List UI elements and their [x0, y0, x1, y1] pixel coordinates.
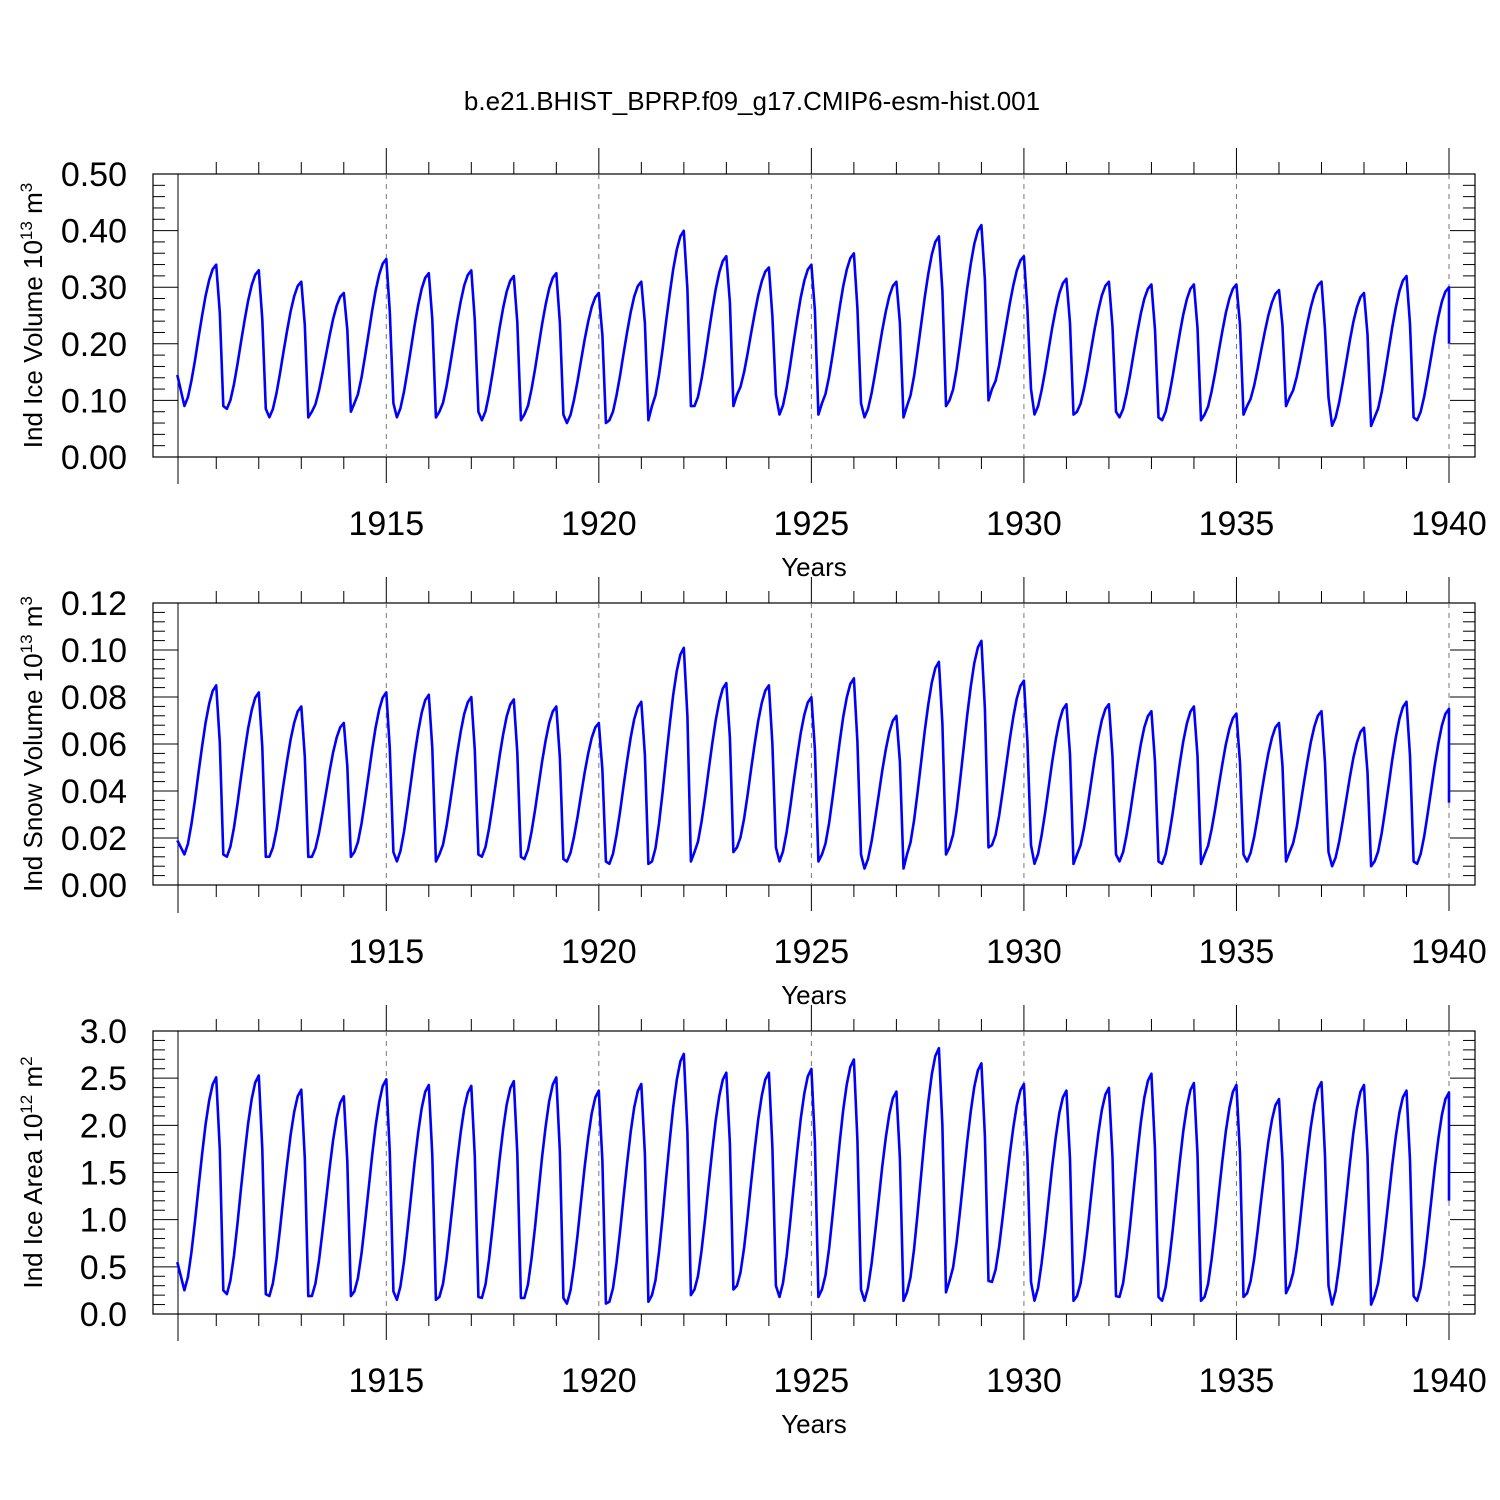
x-tick-label: 1930 — [986, 1362, 1062, 1400]
y-tick-label: 0.12 — [61, 585, 127, 623]
y-tick-label: 0.00 — [61, 867, 127, 905]
x-axis-label: Years — [781, 552, 847, 582]
y-tick-label: 0.40 — [61, 213, 127, 251]
series-line — [176, 1046, 1451, 1306]
x-tick-label: 1935 — [1199, 933, 1275, 971]
y-axis-label: Ind Snow Volume 1013 m3 — [17, 596, 48, 892]
chart-title: b.e21.BHIST_BPRP.f09_g17.CMIP6-esm-hist.… — [464, 86, 1040, 116]
x-tick-label: 1930 — [986, 933, 1062, 971]
x-axis-label: Years — [781, 1409, 847, 1439]
y-tick-label: 3.0 — [80, 1013, 127, 1051]
y-axis-label: Ind Ice Area 1012 m2 — [17, 1056, 48, 1288]
y-tick-label: 0.20 — [61, 326, 127, 364]
x-tick-label: 1920 — [561, 933, 637, 971]
y-tick-label: 0.02 — [61, 820, 127, 858]
y-tick-label: 0.30 — [61, 269, 127, 307]
plot-frame — [152, 173, 1476, 458]
x-axis-label: Years — [781, 980, 847, 1010]
x-tick-label: 1935 — [1199, 1362, 1275, 1400]
y-tick-label: 0.06 — [61, 726, 127, 764]
series-line — [176, 639, 1451, 870]
chart-panel-3: 1915 1920 1925 1930 1935 1940 Years 0.0 0.5 1.0 1.… — [17, 1005, 1487, 1439]
x-tick-label: 1915 — [348, 1362, 424, 1400]
y-tick-label: 2.0 — [80, 1107, 127, 1145]
y-tick-label: 1.5 — [80, 1155, 127, 1193]
x-tick-label: 1920 — [561, 505, 637, 543]
y-tick-label: 1.0 — [80, 1202, 127, 1240]
y-tick-label: 2.5 — [80, 1060, 127, 1098]
x-tick-label: 1940 — [1411, 505, 1487, 543]
chart-panel-2: 1915 1920 1925 1930 1935 1940 Years 0.00 0.02 0.0… — [17, 577, 1487, 1010]
y-tick-label: 0.00 — [61, 439, 127, 477]
x-tick-label: 1925 — [774, 1362, 850, 1400]
y-axis-label: Ind Ice Volume 1013 m3 — [17, 183, 48, 448]
chart-panel-1: 1915 1920 1925 1930 1935 1940 Years 0.00 0.10 0.2… — [17, 148, 1487, 582]
y-tick-label: 0.04 — [61, 773, 127, 811]
y-tick-label: 0.50 — [61, 156, 127, 194]
x-tick-label: 1915 — [348, 933, 424, 971]
x-tick-label: 1925 — [774, 505, 850, 543]
x-tick-label: 1940 — [1411, 933, 1487, 971]
series-line — [176, 223, 1451, 428]
y-tick-label: 0.10 — [61, 632, 127, 670]
x-tick-label: 1925 — [774, 933, 850, 971]
x-tick-label: 1920 — [561, 1362, 637, 1400]
y-tick-label: 0.08 — [61, 679, 127, 717]
x-tick-label: 1940 — [1411, 1362, 1487, 1400]
y-tick-label: 0.5 — [80, 1249, 127, 1287]
y-tick-label: 0.0 — [80, 1296, 127, 1334]
y-tick-label: 0.10 — [61, 382, 127, 420]
x-tick-label: 1930 — [986, 505, 1062, 543]
x-tick-label: 1915 — [348, 505, 424, 543]
x-tick-label: 1935 — [1199, 505, 1275, 543]
